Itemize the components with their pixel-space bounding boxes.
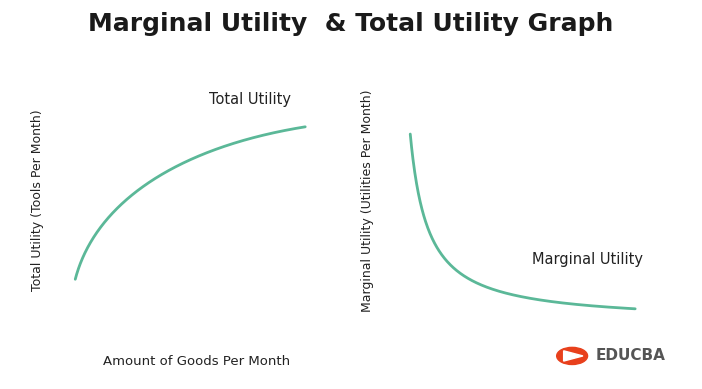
Text: Marginal Utility: Marginal Utility <box>531 252 642 266</box>
Text: EDUCBA: EDUCBA <box>596 349 666 363</box>
Text: Total Utility: Total Utility <box>209 92 291 107</box>
Text: Amount of Goods Per Month: Amount of Goods Per Month <box>103 355 290 368</box>
Text: Marginal Utility  & Total Utility Graph: Marginal Utility & Total Utility Graph <box>88 12 614 36</box>
Text: Marginal Utility (Utilities Per Month): Marginal Utility (Utilities Per Month) <box>361 89 373 312</box>
Text: Total Utility (Tools Per Month): Total Utility (Tools Per Month) <box>31 110 44 291</box>
